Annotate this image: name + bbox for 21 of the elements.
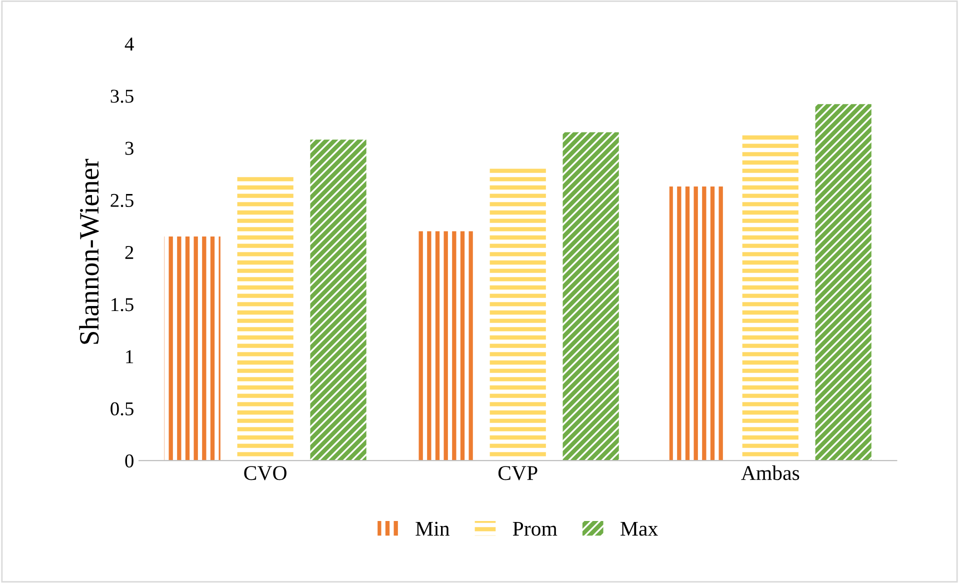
bar (164, 236, 220, 461)
y-tick-label: 0.5 (110, 402, 134, 416)
y-tick-label: 4 (124, 38, 134, 50)
y-tick-label: 2.5 (110, 194, 134, 208)
y-tick-label: 3.5 (110, 90, 134, 103)
legend-label: Min (416, 522, 450, 536)
bar (815, 104, 872, 461)
y-tick-label: 2 (125, 246, 134, 259)
legend-label: Max (620, 522, 658, 536)
bar (310, 140, 366, 461)
y-axis-title: Shannon-Wiener (79, 158, 99, 344)
y-tick-label: 3 (125, 142, 134, 155)
x-tick-label: CVP (498, 466, 538, 480)
bar (416, 231, 473, 461)
bar (562, 132, 619, 461)
x-tick-label: CVO (244, 466, 286, 480)
y-tick-label: 1 (126, 350, 134, 364)
x-tick-label: Ambas (741, 465, 800, 480)
legend-label: Prom (512, 522, 558, 536)
y-tick-label: 0 (125, 454, 134, 468)
y-tick-label: 1.5 (112, 298, 134, 312)
